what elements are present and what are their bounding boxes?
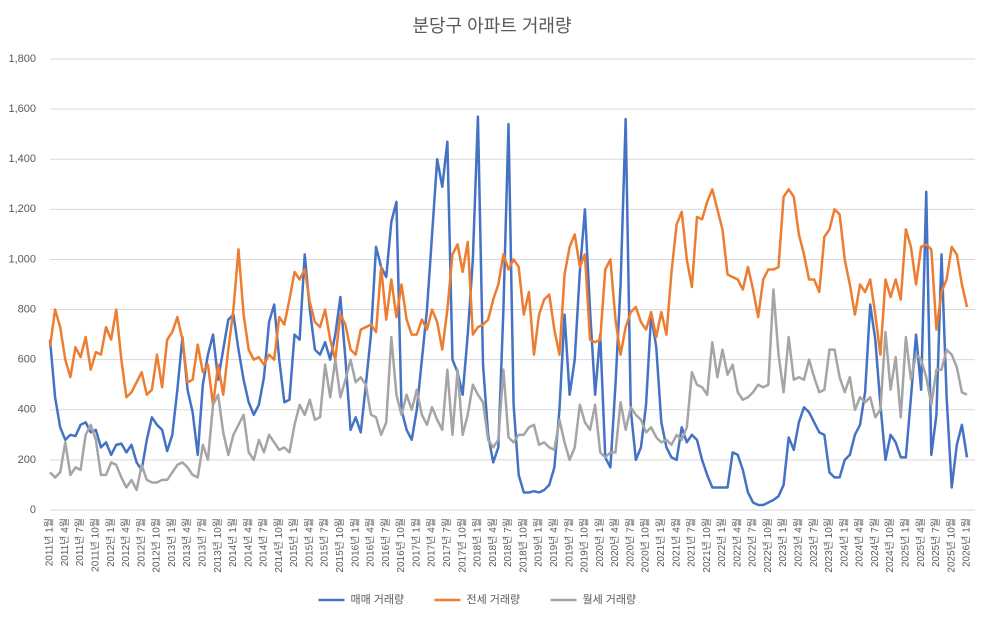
- x-tick-label: 2019년 7월: [563, 518, 575, 567]
- legend-label: 전세 거래량: [467, 593, 521, 606]
- y-tick-label: 0: [30, 504, 36, 516]
- x-tick-label: 2012년 4월: [120, 518, 132, 567]
- x-tick-label: 2012년 10월: [151, 518, 163, 573]
- x-tick-label: 2020년 4월: [609, 518, 621, 567]
- x-tick-label: 2016년 7월: [380, 518, 392, 567]
- x-tick-label: 2023년 7월: [808, 518, 820, 567]
- series-line: [48, 188, 969, 407]
- x-tick-label: 2024년 1월: [838, 518, 850, 567]
- x-tick-label: 2016년 1월: [349, 518, 361, 567]
- x-tick-label: 2025년 4월: [915, 518, 927, 567]
- x-tick-label: 2012년 1월: [105, 518, 117, 567]
- x-tick-label: 2025년 10월: [945, 518, 957, 573]
- x-tick-label: 2024년 7월: [869, 518, 881, 567]
- x-tick-label: 2015년 4월: [303, 518, 315, 567]
- x-tick-label: 2014년 10월: [273, 518, 285, 573]
- x-tick-label: 2021년 10월: [701, 518, 713, 573]
- x-tick-label: 2017년 7월: [441, 518, 453, 567]
- x-tick-label: 2023년 4월: [793, 518, 805, 567]
- x-tick-label: 2021년 7월: [686, 518, 698, 567]
- x-tick-label: 2021년 4월: [670, 518, 682, 567]
- x-tick-label: 2018년 10월: [517, 518, 529, 573]
- chart-title: 분당구 아파트 거래량: [412, 16, 571, 36]
- y-tick-label: 1,800: [8, 53, 36, 65]
- x-tick-label: 2024년 4월: [854, 518, 866, 567]
- x-tick-label: 2023년 10월: [823, 518, 835, 573]
- x-tick-label: 2019년 1월: [533, 518, 545, 567]
- x-tick-label: 2011년 7월: [74, 518, 86, 566]
- x-tick-label: 2016년 4월: [365, 518, 377, 567]
- x-tick-label: 2014년 4월: [242, 518, 254, 567]
- series-line: [49, 288, 968, 492]
- y-tick-label: 600: [18, 354, 36, 366]
- x-tick-label: 2018년 7월: [502, 518, 514, 567]
- x-tick-label: 2017년 10월: [456, 518, 468, 573]
- y-tick-label: 800: [18, 303, 36, 315]
- x-tick-label: 2026년 1월: [961, 518, 973, 567]
- x-tick-label: 2025년 1월: [900, 518, 912, 567]
- x-tick-label: 2021년 1월: [655, 518, 667, 567]
- y-tick-label: 400: [18, 404, 36, 416]
- legend-label: 월세 거래량: [583, 593, 637, 606]
- x-tick-label: 2012년 7월: [135, 518, 147, 567]
- x-tick-label: 2020년 1월: [594, 518, 606, 567]
- x-tick-label: 2013년 10월: [212, 518, 224, 573]
- x-tick-label: 2015년 10월: [334, 518, 346, 573]
- y-tick-label: 1,200: [8, 203, 36, 215]
- x-tick-label: 2013년 7월: [196, 518, 208, 567]
- x-tick-label: 2017년 1월: [410, 518, 422, 567]
- x-tick-label: 2019년 4월: [548, 518, 560, 567]
- x-tick-label: 2015년 1월: [288, 518, 300, 567]
- x-tick-label: 2014년 7월: [258, 518, 270, 567]
- y-tick-label: 200: [18, 454, 36, 466]
- legend-label: 매매 거래량: [351, 593, 405, 606]
- x-tick-label: 2022년 4월: [731, 518, 743, 567]
- x-tick-label: 2017년 4월: [426, 518, 438, 567]
- x-tick-label: 2011년 1월: [44, 518, 56, 566]
- x-tick-label: 2025년 7월: [930, 518, 942, 567]
- y-tick-label: 1,600: [8, 103, 36, 115]
- x-tick-label: 2024년 10월: [884, 518, 896, 573]
- x-tick-label: 2022년 10월: [762, 518, 774, 573]
- series-line: [48, 115, 969, 507]
- x-tick-label: 2018년 4월: [487, 518, 499, 567]
- x-tick-label: 2020년 10월: [640, 518, 652, 573]
- x-tick-label: 2023년 1월: [777, 518, 789, 567]
- x-tick-label: 2013년 1월: [166, 518, 178, 567]
- x-tick-label: 2014년 1월: [227, 518, 239, 567]
- y-tick-label: 1,000: [8, 253, 36, 265]
- y-tick-label: 1,400: [8, 153, 36, 165]
- x-tick-label: 2019년 10월: [579, 518, 591, 573]
- x-tick-label: 2011년 4월: [59, 518, 71, 566]
- x-tick-label: 2022년 1월: [716, 518, 728, 567]
- x-tick-label: 2015년 7월: [319, 518, 331, 567]
- x-tick-label: 2016년 10월: [395, 518, 407, 573]
- x-tick-label: 2020년 7월: [624, 518, 636, 567]
- x-tick-label: 2013년 4월: [181, 518, 193, 567]
- x-tick-label: 2011년 10월: [89, 518, 101, 572]
- x-tick-label: 2022년 7월: [747, 518, 759, 567]
- x-tick-label: 2018년 1월: [472, 518, 484, 567]
